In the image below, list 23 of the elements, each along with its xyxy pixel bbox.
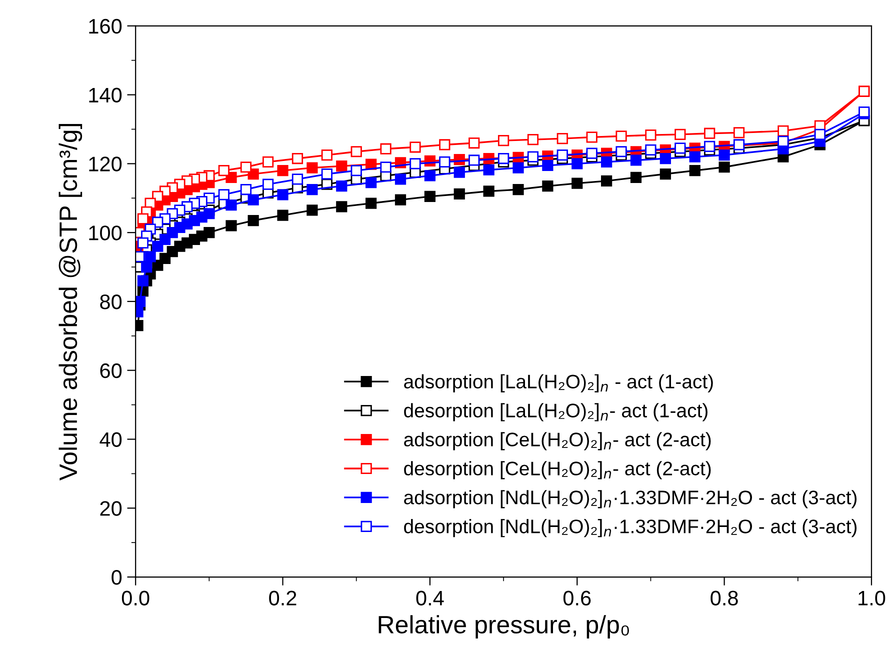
- legend-label: desorption [CeL(H₂O)₂]$_{n}$- act (2-act): [404, 461, 711, 480]
- x-tick-label: 0.0: [122, 590, 150, 606]
- y-tick-label: 160: [89, 18, 122, 34]
- x-axis-title: Relative pressure, p/p₀: [378, 615, 629, 638]
- x-tick-label: 0.2: [269, 590, 296, 606]
- y-tick-label: 80: [100, 294, 122, 310]
- legend-label: adsorption [NdL(H₂O)₂]$_{n}$·1.33DMF·2H₂O - act (3-act): [404, 490, 857, 508]
- y-tick-label: 120: [89, 156, 122, 172]
- y-tick-label: 100: [89, 226, 122, 240]
- y-tick-label: 140: [89, 88, 122, 103]
- legend-label: adsorption [LaL(H₂O)₂]$_{n}$ - act (1-act): [404, 374, 713, 392]
- y-tick-label: 60: [100, 363, 122, 378]
- y-tick-label: 0: [112, 570, 122, 585]
- y-axis-title: Volume adsorbed @STP [cm³/g]: [58, 124, 82, 481]
- x-tick-label: 0.6: [563, 590, 591, 606]
- x-tick-label: 0.8: [710, 590, 738, 606]
- x-tick-label: 1.0: [858, 590, 886, 606]
- y-tick-label: 20: [100, 501, 122, 516]
- y-tick-label: 40: [100, 432, 122, 447]
- x-tick-label: 0.4: [416, 590, 444, 606]
- legend-label: adsorption [CeL(H₂O)₂]$_{n}$- act (2-act): [404, 432, 711, 450]
- legend-label: desorption [LaL(H₂O)₂]$_{n}$- act (1-act): [404, 403, 708, 422]
- legend-label: desorption [NdL(H₂O)₂]$_{n}$·1.33DMF·2H₂O - act (3-act): [404, 519, 857, 538]
